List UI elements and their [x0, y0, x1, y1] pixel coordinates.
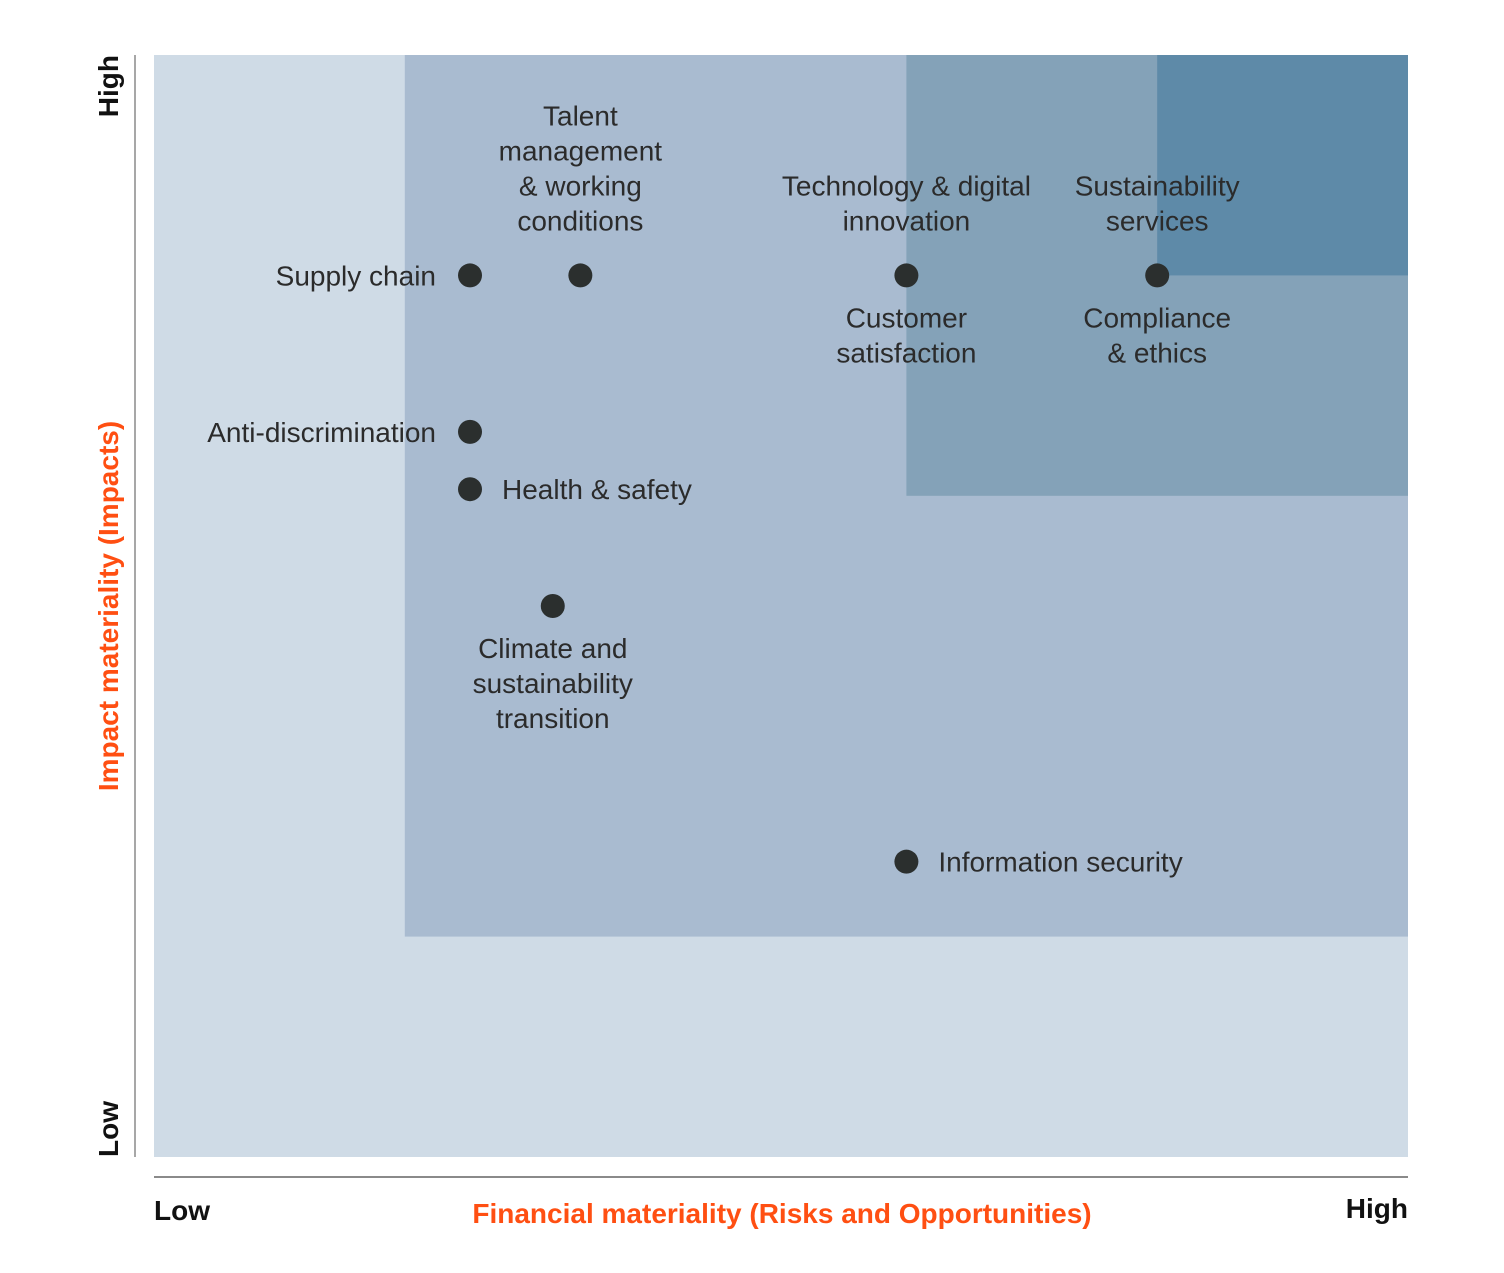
- points: Supply chain Talent management & working con…: [207, 100, 1239, 877]
- point-label-line: Supply chain: [276, 260, 436, 291]
- data-point: [540, 594, 565, 618]
- point-label-line: sustainability: [473, 668, 633, 699]
- point-label: Health & safety: [502, 474, 692, 505]
- y-axis-title: Impact materiality (Impacts): [93, 421, 124, 791]
- point-label: Technology & digital innovation: [782, 170, 1031, 236]
- point-label: Sustainability services: [1075, 170, 1240, 236]
- data-point: [458, 263, 483, 288]
- point-label-line: services: [1106, 205, 1209, 236]
- point-label-line: Health & safety: [502, 474, 692, 505]
- data-point: [458, 419, 483, 444]
- y-low-label: Low: [93, 1101, 124, 1157]
- zones: [154, 55, 1408, 1157]
- point-label: Information security: [938, 847, 1182, 878]
- point-label-line: Anti-discrimination: [207, 417, 436, 448]
- point-label-line: Climate and: [478, 633, 627, 664]
- point-label-line: Sustainability: [1075, 170, 1240, 201]
- point-label-line: & working: [519, 170, 642, 201]
- data-point: [894, 263, 919, 288]
- x-high-label: High: [1346, 1193, 1408, 1224]
- point-label: Compliance & ethics: [1083, 302, 1231, 368]
- data-point: [1145, 263, 1170, 288]
- point-label: Supply chain: [276, 260, 436, 291]
- x-low-label: Low: [154, 1195, 210, 1226]
- data-point: [458, 477, 483, 502]
- point-label: Anti-discrimination: [207, 417, 436, 448]
- point-label: Climate and sustainability transition: [473, 633, 633, 734]
- point-label-line: conditions: [517, 205, 643, 236]
- point-label-line: satisfaction: [836, 337, 976, 368]
- point-label: Talent management & working conditions: [499, 100, 663, 236]
- data-point: [568, 263, 593, 288]
- point-label-line: Talent: [543, 100, 618, 131]
- data-point: [894, 849, 919, 874]
- point-label-line: Technology & digital: [782, 170, 1031, 201]
- point-label-line: transition: [496, 703, 610, 734]
- point-label-line: management: [499, 135, 663, 166]
- point-label-line: Customer: [846, 302, 967, 333]
- y-high-label: High: [93, 55, 124, 117]
- point-label-line: innovation: [843, 205, 971, 236]
- zone-3: [1157, 55, 1408, 276]
- point-label-line: & ethics: [1107, 337, 1207, 368]
- point-label-line: Compliance: [1083, 302, 1231, 333]
- x-axis-title: Financial materiality (Risks and Opportu…: [472, 1198, 1091, 1229]
- point-label: Customer satisfaction: [836, 302, 976, 368]
- point-label-line: Information security: [938, 847, 1182, 878]
